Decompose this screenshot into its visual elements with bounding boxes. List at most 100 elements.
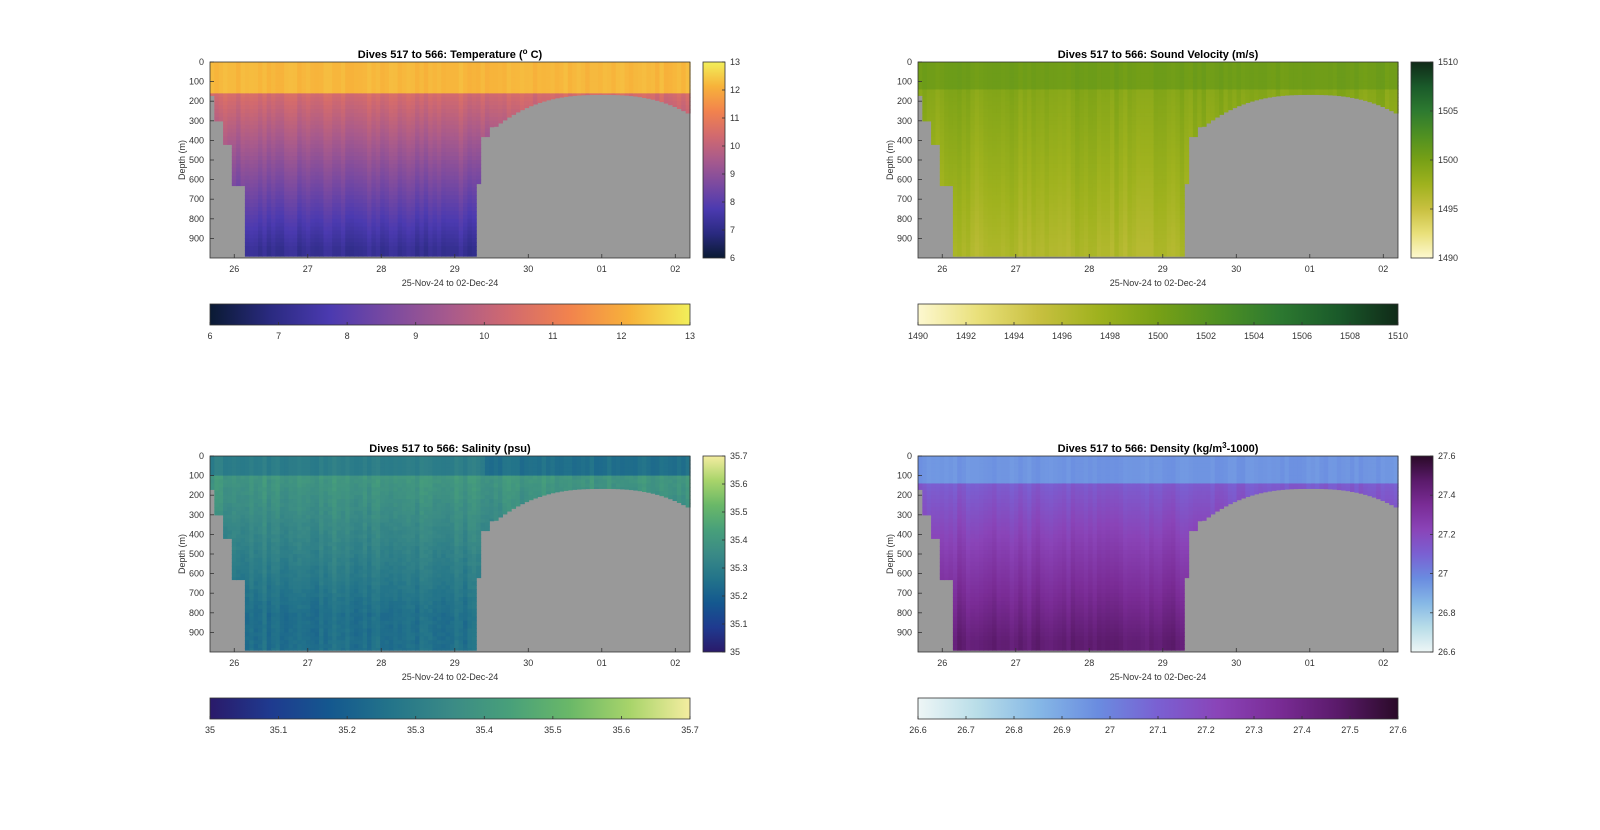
- heatmap-cell: [515, 105, 521, 110]
- heatmap-cell: [310, 175, 316, 181]
- heatmap-cell: [1018, 105, 1024, 110]
- heatmap-cell: [410, 160, 416, 165]
- heatmap-cell: [1057, 77, 1063, 83]
- heatmap-cell: [301, 85, 307, 91]
- heatmap-cell: [454, 203, 460, 208]
- heatmap-cell: [271, 238, 277, 243]
- heatmap-cell: [983, 81, 989, 87]
- heatmap-cell: [253, 250, 259, 255]
- heatmap-cell: [249, 112, 255, 118]
- heatmap-cell: [493, 89, 499, 94]
- heatmap-cell: [445, 226, 451, 232]
- heatmap-cell: [1062, 199, 1067, 204]
- heatmap-cell: [388, 238, 394, 243]
- heatmap-cell: [314, 199, 320, 204]
- heatmap-cell: [944, 93, 950, 98]
- heatmap-cell: [419, 250, 425, 255]
- heatmap-cell: [996, 179, 1002, 185]
- heatmap-cell: [419, 222, 425, 228]
- heatmap-cell: [1014, 93, 1019, 98]
- heatmap-cell: [354, 124, 359, 130]
- heatmap-cell: [681, 77, 687, 83]
- heatmap-cell: [297, 250, 303, 255]
- heatmap-cell: [258, 246, 263, 251]
- heatmap-cell: [271, 128, 277, 134]
- heatmap-cell: [541, 73, 547, 79]
- colorbar-tick-label: 10: [730, 141, 740, 151]
- heatmap-cell: [1005, 101, 1011, 106]
- heatmap-cell: [489, 97, 495, 102]
- heatmap-cell: [1040, 148, 1046, 153]
- heatmap-cell: [319, 226, 325, 232]
- heatmap-cell: [676, 69, 682, 75]
- heatmap-cell: [358, 128, 364, 134]
- heatmap-cell: [279, 65, 285, 71]
- heatmap-cell: [367, 234, 373, 239]
- heatmap-cell: [480, 128, 486, 134]
- heatmap-cell: [397, 144, 403, 149]
- heatmap-cell: [1027, 167, 1033, 173]
- heatmap-cell: [419, 234, 425, 239]
- heatmap-cell: [432, 218, 438, 224]
- heatmap-cell: [349, 238, 355, 243]
- heatmap-cell: [1005, 187, 1011, 192]
- heatmap-cell: [1018, 195, 1024, 200]
- heatmap-cell: [358, 152, 364, 157]
- heatmap-cell: [974, 156, 980, 161]
- heatmap-cell: [314, 160, 320, 165]
- heatmap-cell: [297, 171, 303, 177]
- heatmap-cell: [371, 116, 377, 122]
- heatmap-cell: [948, 73, 954, 79]
- heatmap-cell: [319, 179, 325, 185]
- heatmap-cell: [983, 65, 989, 71]
- heatmap-cell: [1040, 191, 1046, 196]
- heatmap-cell: [1062, 156, 1067, 161]
- heatmap-cell: [1018, 199, 1024, 204]
- heatmap-cell: [336, 109, 342, 114]
- heatmap-cell: [1005, 238, 1011, 243]
- heatmap-cell: [236, 77, 242, 83]
- heatmap-cell: [332, 207, 338, 212]
- heatmap-cell: [1040, 175, 1046, 181]
- heatmap-cell: [397, 81, 403, 87]
- heatmap-cell: [987, 230, 993, 236]
- heatmap-cell: [974, 81, 980, 87]
- heatmap-cell: [266, 140, 272, 145]
- heatmap-cell: [227, 120, 233, 126]
- heatmap-cell: [1048, 148, 1054, 153]
- heatmap-cell: [1057, 65, 1063, 71]
- heatmap-cell: [288, 230, 294, 236]
- heatmap-cell: [371, 81, 377, 87]
- heatmap-cell: [445, 242, 451, 247]
- heatmap-cell: [1040, 254, 1046, 257]
- heatmap-cell: [406, 167, 412, 173]
- heatmap-cell: [345, 124, 351, 130]
- heatmap-cell: [1009, 179, 1015, 185]
- heatmap-cell: [983, 203, 989, 208]
- heatmap-cell: [944, 179, 950, 185]
- heatmap-cell: [332, 144, 338, 149]
- heatmap-cell: [646, 65, 652, 71]
- heatmap-cell: [236, 124, 242, 130]
- heatmap-cell: [996, 69, 1002, 75]
- heatmap-cell: [375, 116, 381, 122]
- heatmap-cell: [310, 93, 316, 98]
- heatmap-cell: [563, 65, 569, 71]
- heatmap-cell: [931, 85, 937, 91]
- heatmap-cell: [336, 207, 342, 212]
- heatmap-cell: [1053, 250, 1059, 255]
- heatmap-cell: [1053, 148, 1059, 153]
- heatmap-cell: [961, 62, 967, 67]
- heatmap-cell: [406, 85, 412, 91]
- heatmap-cell: [306, 167, 311, 173]
- heatmap-cell: [1048, 152, 1054, 157]
- heatmap-cell: [1005, 210, 1011, 216]
- heatmap-cell: [292, 160, 298, 165]
- heatmap-cell: [498, 109, 503, 114]
- heatmap-cell: [349, 160, 355, 165]
- heatmap-cell: [306, 105, 311, 110]
- heatmap-cell: [1066, 81, 1072, 87]
- heatmap-cell: [406, 136, 412, 141]
- heatmap-cell: [659, 85, 665, 91]
- heatmap-cell: [432, 226, 438, 232]
